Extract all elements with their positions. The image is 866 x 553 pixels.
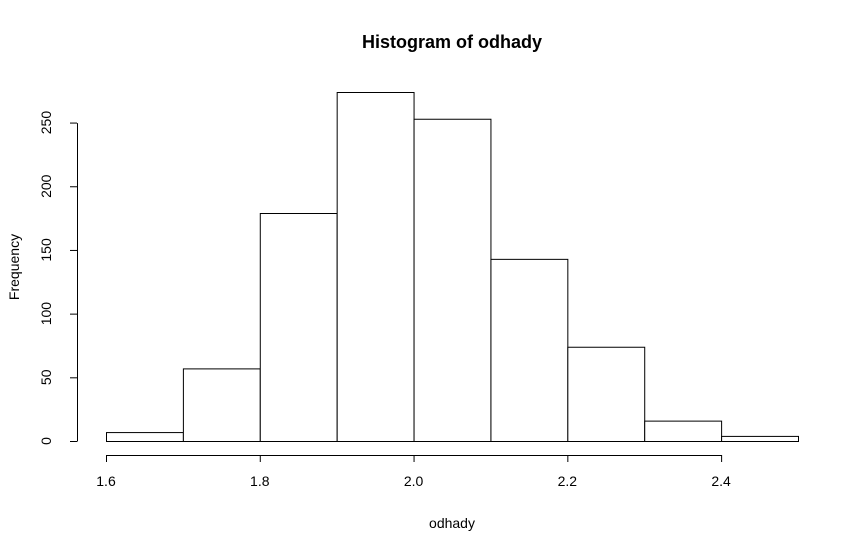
x-tick-label: 2.4 — [711, 473, 731, 489]
bars-group — [106, 92, 799, 443]
x-axis: 1.6 1.8 2.0 2.2 2.4 — [96, 455, 731, 489]
y-tick-label: 150 — [38, 238, 54, 262]
histogram-bar — [259, 213, 338, 442]
histogram-bar — [106, 432, 184, 443]
chart-title: Histogram of odhady — [362, 32, 542, 52]
y-tick-label: 0 — [38, 437, 54, 445]
x-axis-label: odhady — [429, 515, 475, 531]
histogram-bar — [721, 435, 799, 443]
y-tick-label: 50 — [38, 369, 54, 385]
histogram-bar — [490, 258, 569, 442]
x-tick-label: 2.0 — [404, 473, 424, 489]
histogram-bar — [336, 92, 415, 442]
x-tick-label: 2.2 — [558, 473, 578, 489]
y-tick-label: 250 — [38, 111, 54, 135]
y-tick-label: 200 — [38, 174, 54, 198]
histogram-bar — [567, 346, 646, 443]
y-axis-label: Frequency — [6, 234, 22, 300]
histogram-bar — [413, 118, 492, 443]
y-tick-label: 100 — [38, 302, 54, 326]
x-tick-label: 1.8 — [250, 473, 270, 489]
x-tick-label: 1.6 — [96, 473, 116, 489]
histogram-bar — [182, 368, 261, 442]
histogram-bar — [644, 420, 723, 443]
y-axis: 0 50 100 150 200 250 — [38, 111, 78, 445]
